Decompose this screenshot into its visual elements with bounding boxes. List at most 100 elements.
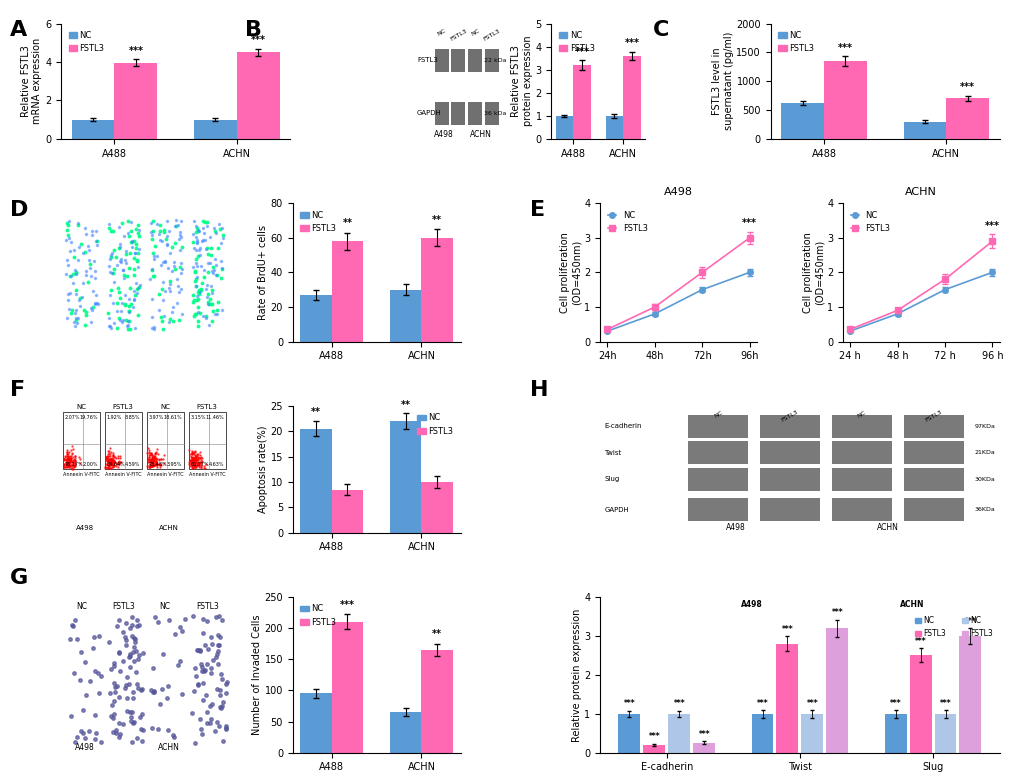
Point — [58, 461, 74, 474]
Point — [63, 454, 79, 466]
Point — [145, 449, 161, 462]
Point — [61, 456, 77, 469]
Point — [103, 459, 119, 471]
Point — [190, 459, 206, 471]
Point — [112, 450, 128, 463]
Point — [187, 450, 204, 463]
Point — [148, 456, 164, 469]
Y-axis label: Apoptosis rate(%): Apoptosis rate(%) — [258, 426, 267, 513]
Bar — [236, 53, 279, 139]
Point — [146, 459, 162, 471]
Text: 4.63%: 4.63% — [208, 462, 224, 466]
Point — [109, 452, 125, 464]
Point — [185, 456, 202, 469]
Point — [104, 457, 120, 470]
FSTL3 — [937, 274, 950, 284]
Point — [141, 451, 157, 463]
Bar — [801, 713, 822, 753]
Point — [143, 447, 159, 459]
Bar — [759, 499, 819, 521]
Point — [182, 455, 199, 467]
Point — [187, 451, 204, 463]
Bar — [643, 745, 664, 753]
Point — [190, 448, 206, 461]
Point — [60, 459, 76, 471]
Point — [186, 459, 203, 471]
Point — [142, 461, 158, 474]
Point — [64, 456, 81, 468]
Point — [187, 456, 204, 468]
Point — [143, 456, 159, 469]
Text: 4.59%: 4.59% — [124, 462, 140, 466]
Point — [184, 456, 201, 469]
Point — [104, 448, 120, 461]
Point — [182, 455, 199, 467]
Text: ***: *** — [914, 637, 925, 646]
Point — [59, 452, 75, 464]
NC — [985, 267, 998, 277]
Point — [63, 455, 79, 467]
Point — [148, 460, 164, 473]
Point — [101, 452, 117, 465]
Point — [63, 444, 79, 456]
Text: GAPDH: GAPDH — [603, 506, 629, 513]
Point — [181, 444, 198, 456]
Legend: NC, FSTL3: NC, FSTL3 — [65, 27, 108, 56]
Point — [144, 457, 160, 470]
Point — [183, 462, 200, 474]
Point — [147, 458, 163, 470]
Text: NC: NC — [856, 410, 866, 419]
Point — [65, 463, 82, 475]
NC — [843, 326, 855, 336]
Point — [66, 453, 83, 466]
Point — [189, 459, 205, 471]
Point — [110, 456, 126, 468]
Text: 84.64%: 84.64% — [106, 462, 125, 466]
Point — [60, 460, 76, 473]
Point — [67, 458, 84, 470]
Point — [106, 456, 122, 468]
Text: GAPDH: GAPDH — [417, 111, 441, 117]
Point — [60, 451, 76, 463]
Point — [184, 462, 201, 474]
Point — [58, 456, 74, 468]
Point — [66, 457, 83, 470]
Point — [61, 456, 77, 468]
Point — [98, 461, 114, 474]
Point — [190, 453, 206, 466]
Line: NC: NC — [847, 270, 995, 334]
Text: Annexin V-FITC: Annexin V-FITC — [147, 472, 183, 477]
Point — [185, 452, 202, 464]
Point — [98, 453, 114, 466]
Point — [184, 447, 201, 459]
Point — [60, 456, 76, 469]
Point — [106, 455, 122, 467]
Point — [102, 457, 118, 470]
Point — [143, 452, 159, 465]
Point — [56, 453, 72, 466]
Text: FSTL3: FSTL3 — [197, 207, 217, 213]
Point — [109, 449, 125, 462]
Legend: NC, FSTL3: NC, FSTL3 — [297, 207, 339, 236]
Point — [70, 452, 87, 464]
Point — [146, 455, 162, 467]
Point — [102, 462, 118, 474]
Text: Annexin V-FITC: Annexin V-FITC — [105, 472, 142, 477]
Point — [65, 453, 82, 466]
Text: 36KDa: 36KDa — [974, 507, 995, 512]
Point — [62, 452, 78, 465]
Point — [58, 456, 74, 469]
Point — [66, 454, 83, 466]
Bar — [688, 499, 747, 521]
Y-axis label: Relative FSTL3
mRNA expression: Relative FSTL3 mRNA expression — [20, 38, 43, 125]
Text: ***: *** — [648, 732, 659, 742]
Text: Slug: Slug — [603, 477, 619, 482]
Point — [184, 462, 201, 474]
Point — [57, 451, 73, 463]
Point — [144, 459, 160, 471]
Point — [103, 456, 119, 468]
Point — [102, 457, 118, 470]
Point — [141, 460, 157, 473]
Point — [183, 453, 200, 466]
Point — [105, 456, 121, 468]
